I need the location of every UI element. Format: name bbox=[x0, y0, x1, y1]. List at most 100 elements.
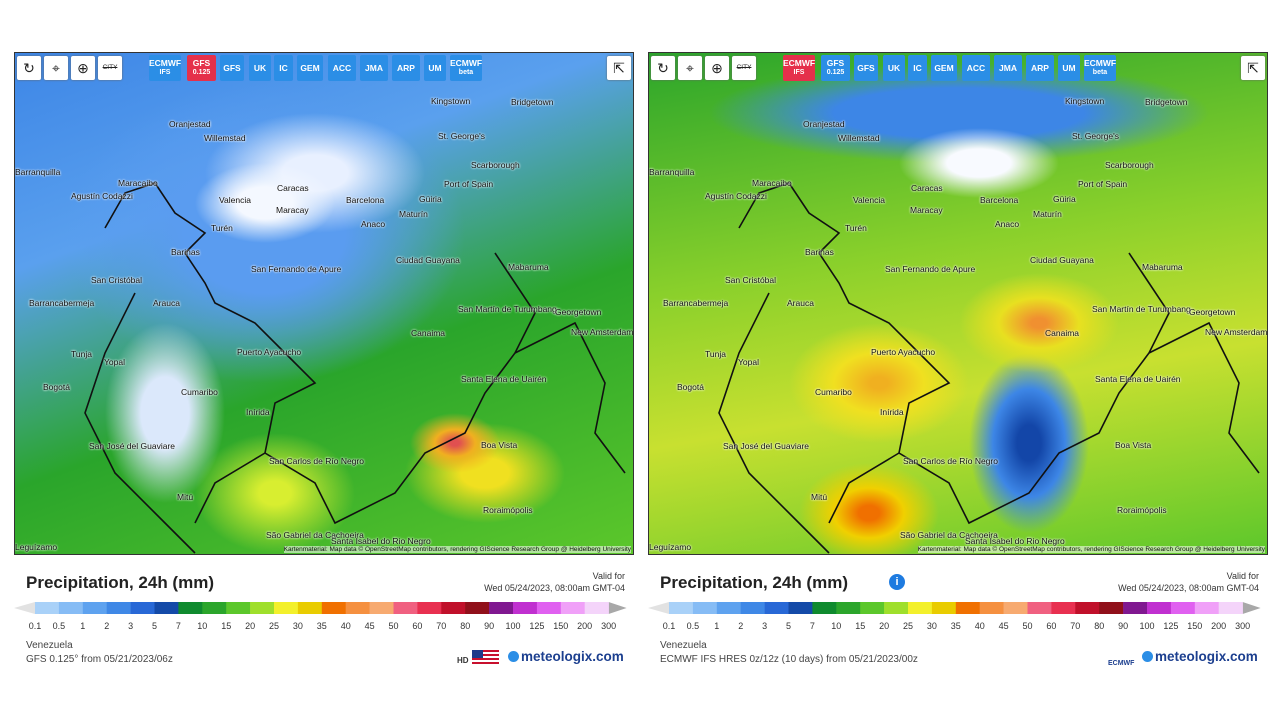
model-label: GFS bbox=[192, 58, 211, 68]
colorbar-segment bbox=[560, 602, 585, 614]
model-button[interactable]: GFS bbox=[220, 55, 244, 81]
border bbox=[84, 182, 626, 554]
colorbar-segment bbox=[584, 602, 609, 614]
model-label: IC bbox=[913, 62, 922, 73]
city-label: San Martín de Turumbang bbox=[1092, 304, 1191, 314]
colorbar-segment bbox=[202, 602, 227, 614]
model-button[interactable]: UK bbox=[249, 55, 271, 81]
colorbar-label: 80 bbox=[460, 621, 470, 631]
share-button[interactable]: ⇱ bbox=[1241, 56, 1265, 80]
model-label: ECMWF bbox=[782, 58, 816, 68]
colorbar-under bbox=[648, 602, 669, 614]
model-label: ARP bbox=[1031, 62, 1049, 73]
colorbar-label: 30 bbox=[927, 621, 937, 631]
model-button[interactable]: JMA bbox=[994, 55, 1022, 81]
model-button[interactable]: GFS bbox=[854, 55, 878, 81]
model-label: UK bbox=[887, 62, 901, 73]
brand-logo[interactable]: meteologix.com bbox=[1142, 649, 1258, 664]
model-button[interactable]: GEM bbox=[297, 55, 323, 81]
map-tool-button[interactable]: ⊕ bbox=[71, 56, 95, 80]
colorbar: 0.1 0.5 1 2 3 5 7 10 15 20 25 30 35 40 45 50 60 70 80 90 100… bbox=[14, 602, 627, 631]
city-label: Scarborough bbox=[1105, 160, 1154, 170]
weather-map: ↻ ⌖ ⊕ CITY ECMWF IFS GFS 0.125 GFS UK IC GEM ACC JMA A… bbox=[14, 52, 634, 555]
colorbar-segment bbox=[369, 602, 394, 614]
model-label: ACC bbox=[966, 62, 986, 73]
model-button[interactable]: GEM bbox=[931, 55, 957, 81]
city-label: Tunja bbox=[705, 349, 726, 359]
model-button[interactable]: IC bbox=[274, 55, 293, 81]
city-label: Ciudad Guayana bbox=[396, 255, 460, 265]
colorbar-label: 10 bbox=[831, 621, 841, 631]
model-button[interactable]: GFS 0.125 bbox=[821, 55, 850, 81]
city-label: San Fernando de Apure bbox=[251, 264, 342, 274]
colorbar-segment bbox=[250, 602, 275, 614]
colorbar-label: 25 bbox=[903, 621, 913, 631]
city-label: Boa Vista bbox=[481, 440, 518, 450]
model-button[interactable]: ACC bbox=[962, 55, 990, 81]
model-button[interactable]: ECMWF beta bbox=[450, 55, 482, 81]
map-tool-button[interactable]: ⌖ bbox=[678, 56, 702, 80]
city-label: Bridgetown bbox=[1145, 97, 1188, 107]
map-tool-button[interactable]: ⌖ bbox=[44, 56, 68, 80]
map-tool-button[interactable]: ↻ bbox=[17, 56, 41, 80]
model-label: UM bbox=[428, 62, 442, 73]
colorbar-segment bbox=[692, 602, 718, 614]
city-toggle[interactable]: CITY bbox=[98, 56, 122, 80]
colorbar-label: 3 bbox=[762, 621, 767, 631]
city-label: Willemstad bbox=[838, 133, 880, 143]
share-button[interactable]: ⇱ bbox=[607, 56, 631, 80]
city-label: Maracaibo bbox=[118, 178, 158, 188]
city-label: San Cristóbal bbox=[91, 275, 143, 285]
ecmwf-badge: ECMWF bbox=[1108, 660, 1135, 667]
model-label: ARP bbox=[397, 62, 415, 73]
city-label: Caracas bbox=[911, 183, 943, 193]
country-borders bbox=[718, 182, 1260, 554]
colorbar-segment bbox=[513, 602, 538, 614]
model-button[interactable]: ARP bbox=[392, 55, 420, 81]
colorbar-label: 90 bbox=[1118, 621, 1128, 631]
city-label: Maracay bbox=[276, 205, 309, 215]
model-button[interactable]: UM bbox=[424, 55, 446, 81]
model-button[interactable]: JMA bbox=[360, 55, 388, 81]
model-button[interactable]: ECMWF beta bbox=[1084, 55, 1116, 81]
city-label: Leguízamo bbox=[15, 542, 58, 552]
colorbar-segment bbox=[740, 602, 765, 614]
colorbar-label: 2 bbox=[738, 621, 743, 631]
model-label: UK bbox=[253, 62, 267, 73]
colorbar-label: 7 bbox=[810, 621, 815, 631]
map-tool-button[interactable]: ↻ bbox=[651, 56, 675, 80]
model-button[interactable]: ECMWF IFS bbox=[149, 55, 181, 81]
city-label: St. George's bbox=[1072, 131, 1119, 141]
city-label: Anaco bbox=[995, 219, 1020, 229]
city-label: St. George's bbox=[438, 131, 485, 141]
model-button[interactable]: IC bbox=[908, 55, 927, 81]
model-info: GFS 0.125° from 05/21/2023/06z bbox=[26, 654, 173, 665]
model-button[interactable]: ARP bbox=[1026, 55, 1054, 81]
model-button[interactable]: GFS 0.125 bbox=[187, 55, 216, 81]
valid-label: Valid for bbox=[1226, 571, 1259, 581]
brand-logo[interactable]: meteologix.com bbox=[508, 649, 624, 664]
brand-text: meteologix.com bbox=[1155, 649, 1258, 664]
colorbar-segment bbox=[321, 602, 346, 614]
map-tool-button[interactable]: ⊕ bbox=[705, 56, 729, 80]
model-button[interactable]: ECMWF IFS bbox=[783, 55, 815, 81]
city-label: Cumaribo bbox=[181, 387, 218, 397]
city-label: Yopal bbox=[104, 357, 125, 367]
city-label: San Carlos de Río Negro bbox=[903, 456, 998, 466]
model-button[interactable]: UK bbox=[883, 55, 905, 81]
country-borders bbox=[84, 182, 626, 554]
colorbar-segment bbox=[836, 602, 861, 614]
colorbar-label: 25 bbox=[269, 621, 279, 631]
colorbar-segment bbox=[489, 602, 514, 614]
city-label: Bogotá bbox=[43, 382, 70, 392]
colorbar-label: 0.5 bbox=[687, 621, 700, 631]
model-button[interactable]: ACC bbox=[328, 55, 356, 81]
legend-title: Precipitation, 24h (mm) bbox=[660, 573, 848, 592]
city-label: Puerto Ayacucho bbox=[871, 347, 936, 357]
city-label: Arauca bbox=[787, 298, 814, 308]
city-toggle[interactable]: CITY bbox=[732, 56, 756, 80]
info-icon[interactable]: i bbox=[889, 574, 905, 590]
city-label: Roraimópolis bbox=[483, 505, 533, 515]
model-button[interactable]: UM bbox=[1058, 55, 1080, 81]
colorbar-segment bbox=[1147, 602, 1172, 614]
